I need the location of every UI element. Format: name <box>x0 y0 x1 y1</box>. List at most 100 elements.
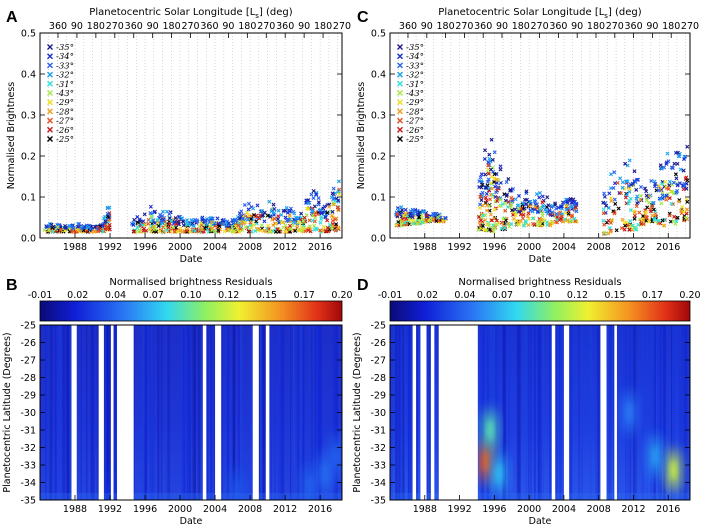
panel-b-ytick-label: -27 <box>20 356 36 367</box>
panel-c-legend-label: -25° <box>406 135 424 145</box>
panel-b-xtick-label: 2016 <box>308 504 332 515</box>
panel-c-point <box>658 196 663 201</box>
panel-a-point <box>306 201 311 206</box>
panel-a-point <box>238 226 243 231</box>
panel-c-toptick-label: 270 <box>681 21 699 32</box>
panel-d-heatmap: Normalised brightness Residuals -0.01 0.02… <box>352 277 701 527</box>
panel-c-point <box>486 177 491 182</box>
panel-d-streak <box>408 325 410 500</box>
panel-c-point <box>479 172 484 177</box>
panel-c-point <box>509 201 514 206</box>
panel-a-point <box>314 227 319 232</box>
panel-d-streak <box>650 325 653 500</box>
panel-b-data-gap <box>117 325 134 500</box>
panel-c-point <box>614 228 619 233</box>
panel-a-xtick-label: 1992 <box>98 242 122 253</box>
panel-c-point <box>678 208 683 213</box>
panel-c-point <box>652 217 657 222</box>
panel-c-point <box>637 210 642 215</box>
panel-a-point <box>329 213 334 218</box>
panel-c-point <box>685 199 690 204</box>
panel-c-point <box>480 223 485 228</box>
panel-a-point <box>276 214 281 219</box>
panel-a-toptick-label: 360 <box>200 21 218 32</box>
panel-a-point <box>104 225 109 230</box>
panel-d-colorbar-tick-label: 0.12 <box>567 290 588 301</box>
panel-c-legend-label: -32° <box>406 71 424 81</box>
panel-a-point <box>335 205 340 210</box>
panel-c-legend-label: -28° <box>406 107 424 117</box>
panel-c-ytick-label: 0.4 <box>371 70 386 81</box>
panel-c-point <box>681 168 686 173</box>
panel-c-point <box>634 187 639 192</box>
panel-b-streak <box>279 325 283 500</box>
panel-c-point <box>540 211 545 216</box>
panel-a-point <box>156 224 161 228</box>
panel-c-toptick-label: 360 <box>549 21 567 32</box>
panel-c-point <box>496 185 501 190</box>
panel-c-point <box>647 200 652 205</box>
panel-b-streak <box>48 325 51 500</box>
panel-b-streak <box>157 325 160 500</box>
panel-c-point <box>489 218 494 223</box>
panel-c-point <box>666 186 671 191</box>
panel-b-streak <box>280 325 283 500</box>
panel-c-point <box>616 206 621 211</box>
panel-c-point <box>538 219 543 224</box>
panel-d-hotspot-core <box>652 446 659 467</box>
panel-c-point <box>627 227 632 232</box>
panel-a-ytick-label: 0.2 <box>21 152 36 163</box>
panel-b-streak <box>188 325 192 500</box>
panel-c-point <box>678 167 683 172</box>
panel-c-point <box>541 203 546 208</box>
panel-c-point <box>488 212 493 217</box>
panel-d-ytick-label: -32 <box>370 443 386 454</box>
panel-c-ylabel: Normalised Brightness <box>356 82 367 190</box>
panel-b-data-gap <box>98 325 104 500</box>
panel-a-points <box>42 179 342 234</box>
panel-a-point <box>310 208 315 213</box>
panel-c-point <box>524 202 529 207</box>
panel-b-streak <box>90 325 94 500</box>
panel-d-streak <box>558 325 562 500</box>
panel-a-point <box>149 214 154 219</box>
panel-a-legend-label: -43° <box>56 89 74 99</box>
panel-d-xtick-label: 2008 <box>587 504 611 515</box>
panel-a-legend-label: -29° <box>56 98 74 108</box>
panel-b-streak <box>334 325 338 500</box>
panel-a-point <box>318 228 323 233</box>
panel-c-point <box>417 210 422 215</box>
panel-b-streak <box>259 325 262 500</box>
panel-d-xtick-label: 2012 <box>621 504 645 515</box>
panel-c-point <box>506 221 511 226</box>
panel-c-point <box>428 215 433 220</box>
panel-a-legend-label: -26° <box>56 126 74 136</box>
panel-a-point <box>295 215 300 220</box>
panel-b-streak <box>106 325 110 500</box>
panel-c-point <box>487 163 492 168</box>
panel-b-colorbar-tick-label: 0.10 <box>180 290 201 301</box>
panel-b-xtick-label: 2012 <box>273 504 297 515</box>
panel-d-streak <box>530 325 532 500</box>
panel-c-legend-marker <box>397 126 403 133</box>
panel-a-point <box>331 202 336 207</box>
panel-c-point <box>424 213 429 218</box>
panel-a-point <box>146 217 151 222</box>
panel-a-point <box>250 216 255 221</box>
panel-a-point <box>191 223 196 228</box>
panel-b-colorbar-tick-label: 0.17 <box>294 290 315 301</box>
panel-c-point <box>570 213 575 218</box>
panel-c-point <box>504 180 509 185</box>
panel-c-legend-label: -33° <box>406 61 424 71</box>
panel-a-point <box>216 228 221 233</box>
panel-a-xtick-label: 2000 <box>168 242 192 253</box>
panel-a-point <box>291 220 296 225</box>
panel-c-xtick-label: 2012 <box>621 242 645 253</box>
panel-c-point <box>659 166 664 171</box>
panel-b-xlabel: Date <box>180 516 203 527</box>
panel-c-point <box>527 204 532 209</box>
panel-b-streak <box>240 325 243 500</box>
panel-c-xtick-label: 2004 <box>552 242 576 253</box>
panel-c-point <box>635 194 640 199</box>
panel-d-streak <box>671 325 673 500</box>
